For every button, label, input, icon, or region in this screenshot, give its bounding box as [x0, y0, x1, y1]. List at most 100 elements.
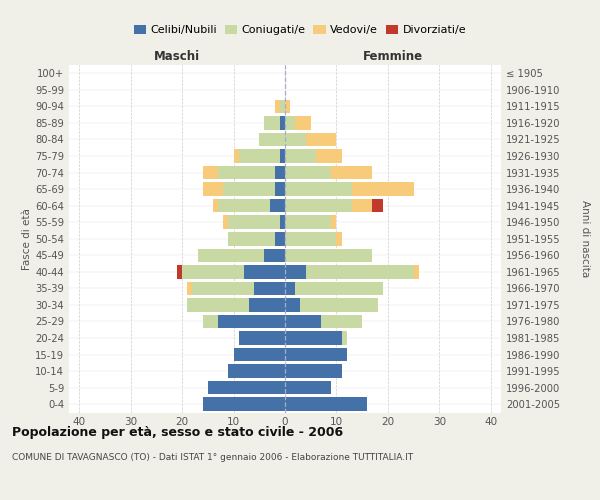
Bar	[285, 364, 341, 378]
Bar	[285, 216, 331, 229]
Bar	[203, 398, 285, 411]
Bar	[280, 149, 285, 163]
Bar	[218, 166, 285, 179]
Bar	[285, 166, 373, 179]
Bar	[203, 398, 285, 411]
Bar	[285, 348, 347, 362]
Bar	[285, 381, 331, 394]
Bar	[187, 298, 285, 312]
Bar	[203, 314, 285, 328]
Bar	[229, 364, 285, 378]
Bar	[187, 282, 285, 295]
Bar	[254, 282, 285, 295]
Bar	[285, 381, 331, 394]
Bar	[285, 282, 383, 295]
Bar	[285, 232, 341, 245]
Bar	[285, 232, 337, 245]
Bar	[239, 332, 285, 345]
Bar	[275, 100, 285, 113]
Bar	[239, 332, 285, 345]
Bar	[203, 314, 285, 328]
Bar	[218, 199, 285, 212]
Bar	[223, 216, 285, 229]
Bar	[280, 116, 285, 130]
Bar	[208, 381, 285, 394]
Bar	[229, 216, 285, 229]
Bar	[285, 232, 341, 245]
Bar	[187, 282, 285, 295]
Bar	[285, 364, 341, 378]
Bar	[197, 248, 285, 262]
Bar	[213, 199, 285, 212]
Bar	[285, 216, 337, 229]
Bar	[285, 332, 347, 345]
Text: Popolazione per età, sesso e stato civile - 2006: Popolazione per età, sesso e stato civil…	[12, 426, 343, 439]
Text: COMUNE DI TAVAGNASCO (TO) - Dati ISTAT 1° gennaio 2006 - Elaborazione TUTTITALIA: COMUNE DI TAVAGNASCO (TO) - Dati ISTAT 1…	[12, 452, 413, 462]
Bar	[239, 149, 285, 163]
Bar	[182, 265, 285, 278]
Bar	[229, 364, 285, 378]
Bar	[285, 100, 290, 113]
Bar	[285, 348, 347, 362]
Bar	[285, 298, 301, 312]
Bar	[269, 199, 285, 212]
Bar	[285, 282, 383, 295]
Bar	[285, 199, 352, 212]
Bar	[233, 348, 285, 362]
Bar	[197, 248, 285, 262]
Bar	[285, 248, 373, 262]
Legend: Celibi/Nubili, Coniugati/e, Vedovi/e, Divorziati/e: Celibi/Nubili, Coniugati/e, Vedovi/e, Di…	[130, 20, 470, 40]
Bar	[275, 166, 285, 179]
Bar	[259, 132, 285, 146]
Bar	[265, 248, 285, 262]
Bar	[285, 364, 341, 378]
Bar	[280, 216, 285, 229]
Bar	[285, 265, 419, 278]
Bar	[203, 166, 285, 179]
Bar	[285, 132, 305, 146]
Bar	[229, 364, 285, 378]
Bar	[285, 348, 347, 362]
Bar	[285, 182, 413, 196]
Bar	[285, 149, 341, 163]
Bar	[229, 232, 285, 245]
Bar	[239, 332, 285, 345]
Bar	[233, 348, 285, 362]
Bar	[203, 182, 285, 196]
Bar	[187, 298, 285, 312]
Bar	[285, 100, 290, 113]
Bar	[285, 149, 316, 163]
Bar	[285, 398, 367, 411]
Bar	[208, 381, 285, 394]
Bar	[285, 216, 337, 229]
Bar	[285, 265, 305, 278]
Bar	[285, 166, 373, 179]
Bar	[285, 332, 347, 345]
Bar	[285, 314, 321, 328]
Bar	[203, 314, 285, 328]
Bar	[229, 232, 285, 245]
Bar	[218, 314, 285, 328]
Bar	[285, 116, 295, 130]
Bar	[285, 332, 341, 345]
Bar	[285, 364, 341, 378]
Bar	[285, 116, 311, 130]
Bar	[275, 100, 285, 113]
Bar	[265, 116, 285, 130]
Bar	[233, 348, 285, 362]
Bar	[285, 381, 331, 394]
Bar	[208, 381, 285, 394]
Bar	[285, 199, 383, 212]
Bar	[285, 199, 373, 212]
Bar	[285, 314, 362, 328]
Bar	[259, 132, 285, 146]
Bar	[223, 216, 285, 229]
Bar	[285, 282, 383, 295]
Bar	[285, 298, 377, 312]
Bar	[259, 132, 285, 146]
Bar	[285, 182, 352, 196]
Bar	[285, 132, 337, 146]
Bar	[249, 298, 285, 312]
Y-axis label: Fasce di età: Fasce di età	[22, 208, 32, 270]
Bar	[233, 149, 285, 163]
